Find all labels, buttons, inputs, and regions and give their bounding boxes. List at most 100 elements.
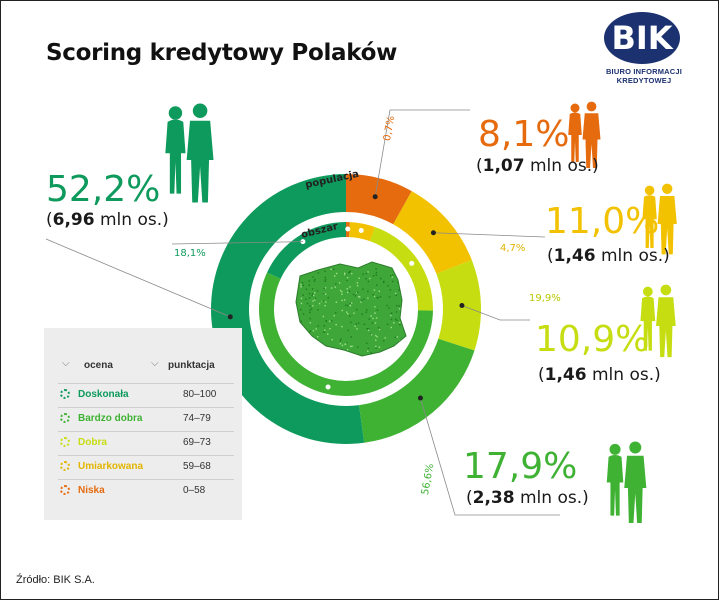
map-texture — [370, 333, 372, 335]
map-texture — [345, 273, 347, 276]
map-texture — [375, 334, 377, 337]
slice-populacja-doskonala — [210, 174, 365, 444]
legend-score-range: 80–100 — [183, 389, 217, 400]
legend-row: Bardzo dobra 74–79 — [58, 407, 234, 430]
map-texture — [396, 319, 398, 322]
count-umiarkowana-unit: mln os. — [595, 246, 664, 266]
map-texture — [375, 339, 377, 341]
map-texture — [334, 311, 337, 314]
map-texture — [314, 297, 317, 300]
map-texture — [367, 280, 370, 283]
map-texture — [335, 283, 337, 285]
map-texture — [394, 336, 396, 339]
map-texture — [360, 301, 362, 303]
map-texture — [386, 323, 389, 325]
map-texture — [306, 302, 309, 305]
map-texture — [328, 320, 331, 322]
map-texture — [369, 277, 371, 280]
map-texture — [375, 317, 378, 319]
map-texture — [308, 297, 311, 299]
map-texture — [357, 346, 359, 348]
slice-obszar-dobra — [369, 226, 434, 311]
map-texture — [341, 344, 344, 347]
map-texture — [367, 290, 369, 293]
legend-header-punktacja: punktacja — [168, 360, 215, 371]
map-texture — [335, 323, 337, 326]
area-dot-dobra — [409, 260, 415, 266]
count-doskonala-value: 6,96 — [52, 210, 95, 230]
map-texture — [344, 272, 346, 275]
map-texture — [372, 317, 374, 320]
map-texture — [324, 280, 326, 283]
map-texture — [301, 282, 304, 284]
poland-map — [295, 261, 407, 357]
map-texture — [389, 289, 392, 291]
leader-dobra — [461, 305, 530, 321]
map-texture — [300, 302, 303, 305]
map-texture — [305, 288, 308, 290]
map-texture — [398, 305, 400, 307]
map-texture — [341, 325, 343, 328]
map-texture — [300, 286, 302, 288]
map-texture — [325, 320, 328, 322]
map-texture — [302, 294, 304, 296]
count-niska: (1,07 mln os.) — [476, 156, 599, 176]
map-texture — [315, 328, 317, 330]
map-texture — [324, 270, 326, 272]
people-icon-bardzo-dobra — [606, 441, 647, 523]
map-texture — [356, 291, 358, 294]
legend-score-range: 0–58 — [183, 485, 206, 496]
map-texture — [388, 296, 391, 298]
pct-doskonala: 52,2% — [46, 169, 161, 210]
map-texture — [379, 277, 382, 280]
count-dobra-value: 1,46 — [544, 365, 587, 385]
map-texture — [379, 296, 382, 298]
map-texture — [376, 296, 378, 299]
map-texture — [308, 292, 311, 295]
map-texture — [362, 288, 364, 290]
map-texture — [330, 320, 333, 322]
map-texture — [302, 313, 305, 315]
map-texture — [394, 318, 397, 320]
leader-dot-bardzo-dobra — [417, 395, 423, 401]
map-texture — [374, 312, 376, 314]
map-texture — [329, 327, 331, 330]
map-texture — [383, 280, 385, 283]
map-texture — [393, 322, 395, 324]
map-texture — [308, 280, 310, 282]
map-texture — [363, 298, 365, 301]
pct-umiarkowana: 11,0% — [545, 201, 660, 242]
map-texture — [398, 308, 401, 310]
map-texture — [334, 286, 336, 288]
legend-rating: Bardzo dobra — [78, 413, 143, 424]
map-texture — [365, 311, 368, 313]
legend-score-range: 69–73 — [183, 437, 211, 448]
map-texture — [333, 314, 335, 317]
map-texture — [305, 298, 307, 300]
map-texture — [343, 299, 346, 301]
area-dot-bardzo-dobra — [325, 384, 331, 390]
leader-dot-umiarkowana — [430, 230, 436, 236]
slice-populacja-bardzo-dobra — [359, 338, 475, 443]
map-texture — [341, 291, 343, 293]
people-icon-dobra — [640, 284, 676, 358]
ring-gap — [251, 214, 441, 404]
map-texture — [333, 275, 336, 277]
area-dot-niska — [345, 226, 351, 232]
map-texture — [370, 333, 373, 336]
map-texture — [396, 304, 398, 307]
dotted-circle-icon — [60, 485, 70, 495]
map-texture — [346, 311, 348, 313]
map-texture — [398, 321, 401, 324]
map-texture — [349, 286, 351, 288]
map-texture — [338, 282, 341, 284]
map-texture — [324, 293, 327, 295]
map-texture — [346, 348, 349, 351]
map-texture — [349, 315, 351, 317]
map-texture — [346, 288, 348, 290]
area-pct-umiarkowana: 4,7% — [500, 243, 526, 254]
map-texture — [300, 297, 303, 300]
map-texture — [376, 309, 379, 311]
map-texture — [347, 291, 349, 294]
chevron-down-icon: ⌵ — [62, 358, 70, 369]
